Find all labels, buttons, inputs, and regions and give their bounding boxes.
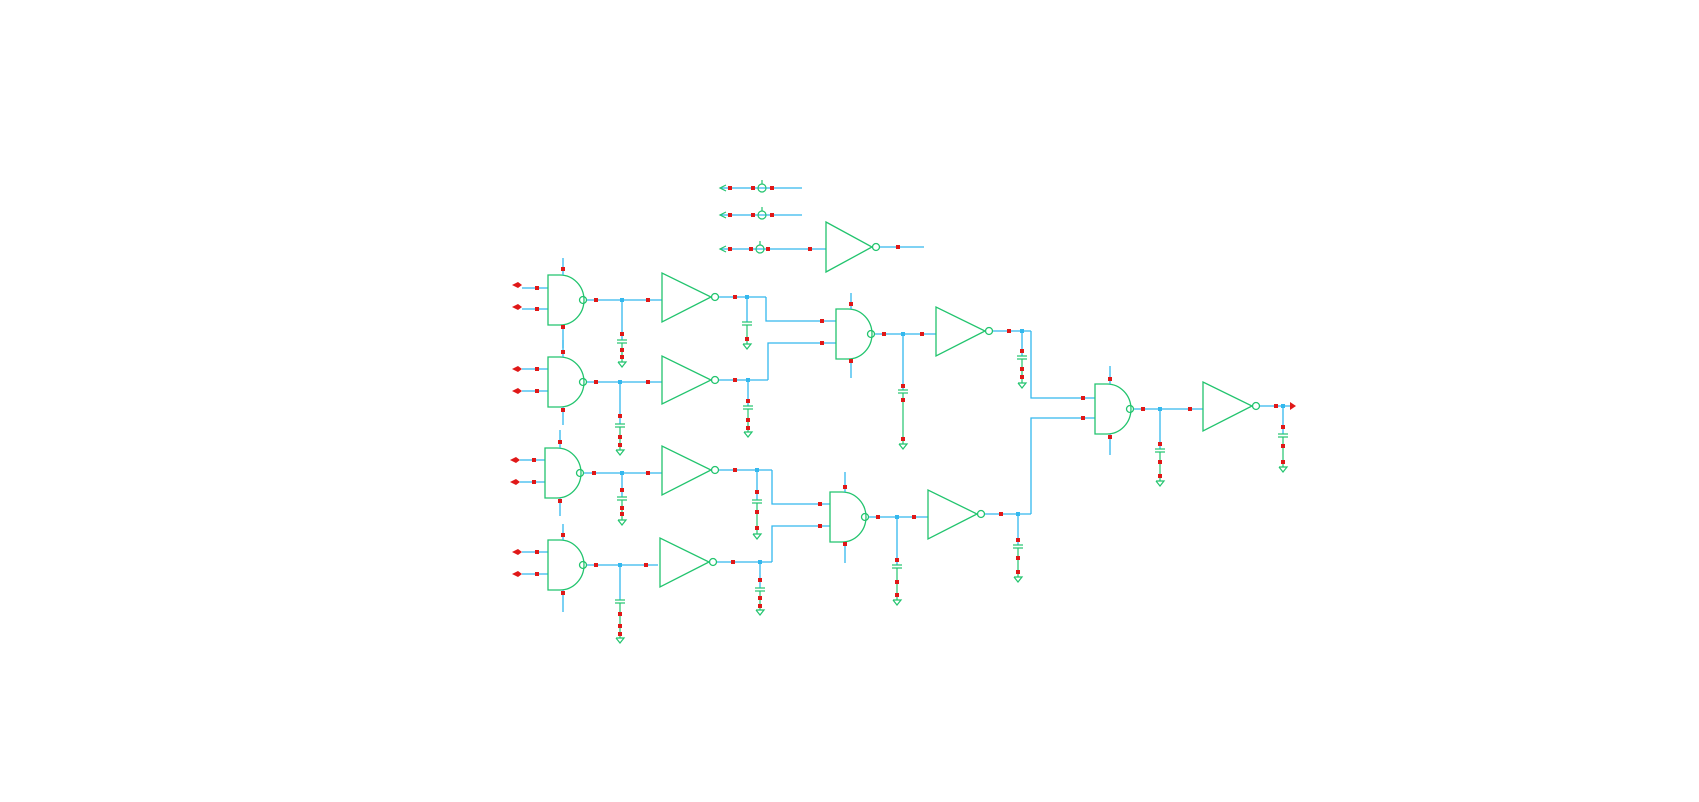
nand-gate-icon: [547, 356, 585, 408]
ground-icon: [1013, 576, 1024, 583]
ground-icon: [752, 533, 763, 540]
inverter-2[interactable]: [661, 354, 768, 406]
inverter-icon: [659, 536, 711, 589]
input-port-arrow-icon: [512, 571, 522, 577]
nand-gate-icon: [829, 491, 867, 543]
input-port-arrow-icon: [512, 366, 522, 372]
inverter-icon: [1202, 380, 1254, 433]
nand-gate-icon: [544, 447, 582, 499]
nand-gate-4[interactable]: [512, 524, 658, 612]
nand-gate-icon: [835, 308, 873, 360]
nand-gate-icon: [547, 274, 585, 326]
ground-icon: [1155, 480, 1166, 487]
supply-source-2[interactable]: [718, 207, 802, 220]
inverter-capacitor-1: [742, 297, 753, 350]
ground-icon: [1278, 466, 1289, 473]
inverter-5[interactable]: [935, 305, 1031, 389]
nand-gate-icon: [547, 539, 585, 591]
inverter-3[interactable]: [661, 444, 772, 497]
load-capacitor-4: [615, 565, 626, 644]
ground-icon: [615, 449, 626, 456]
supply-inverter[interactable]: [825, 220, 924, 274]
inverter-capacitor-4: [755, 562, 766, 616]
route-stage2-to-stage3: [1030, 331, 1095, 514]
nand-gate-5[interactable]: [820, 293, 936, 378]
inverter-1[interactable]: [661, 271, 766, 324]
nand-gate-1[interactable]: [512, 258, 662, 348]
nand-gate-icon: [1094, 383, 1132, 435]
load-capacitor-3: [617, 473, 628, 526]
inverter-icon: [927, 488, 979, 541]
stage2-capacitor-2: [892, 517, 903, 606]
nand-gate-3[interactable]: [510, 430, 662, 516]
inverter-icon: [661, 354, 713, 406]
stage2-capacitor-1: [898, 334, 909, 450]
inverter-icon: [825, 220, 874, 274]
supply-source-1[interactable]: [718, 180, 802, 193]
input-port-arrow-icon: [512, 388, 522, 394]
input-port-arrow-icon: [512, 282, 522, 288]
input-port-arrow-icon: [510, 457, 520, 463]
input-port-arrow-icon: [510, 479, 520, 485]
input-port-arrow-icon: [512, 549, 522, 555]
ground-icon: [1017, 382, 1028, 389]
nand-gate-7[interactable]: [1081, 366, 1203, 487]
ground-icon: [742, 343, 753, 350]
ground-icon: [615, 637, 626, 644]
inverter-icon: [661, 444, 713, 497]
inverter-icon: [935, 305, 987, 358]
ground-icon: [892, 599, 903, 606]
ground-icon: [755, 609, 766, 616]
supply-source-3[interactable]: [718, 241, 826, 254]
inverter-capacitor-3: [752, 470, 763, 540]
route-stage1-to-stage2: [765, 297, 836, 562]
nand-gate-6[interactable]: [818, 472, 928, 563]
ground-icon: [898, 443, 909, 450]
output-inverter[interactable]: [1202, 380, 1296, 473]
inverter-4[interactable]: [659, 536, 772, 589]
load-capacitor-2: [615, 382, 626, 456]
inverter-icon: [661, 271, 713, 324]
ground-icon: [617, 519, 628, 526]
load-capacitor-1: [617, 300, 628, 368]
ground-icon: [743, 431, 754, 438]
input-port-arrow-icon: [512, 304, 522, 310]
inverter-6[interactable]: [927, 488, 1031, 583]
ground-icon: [617, 361, 628, 368]
nand-gate-2[interactable]: [512, 340, 662, 425]
inverter-capacitor-2: [743, 380, 754, 438]
output-port-arrow-icon: [1290, 402, 1296, 410]
